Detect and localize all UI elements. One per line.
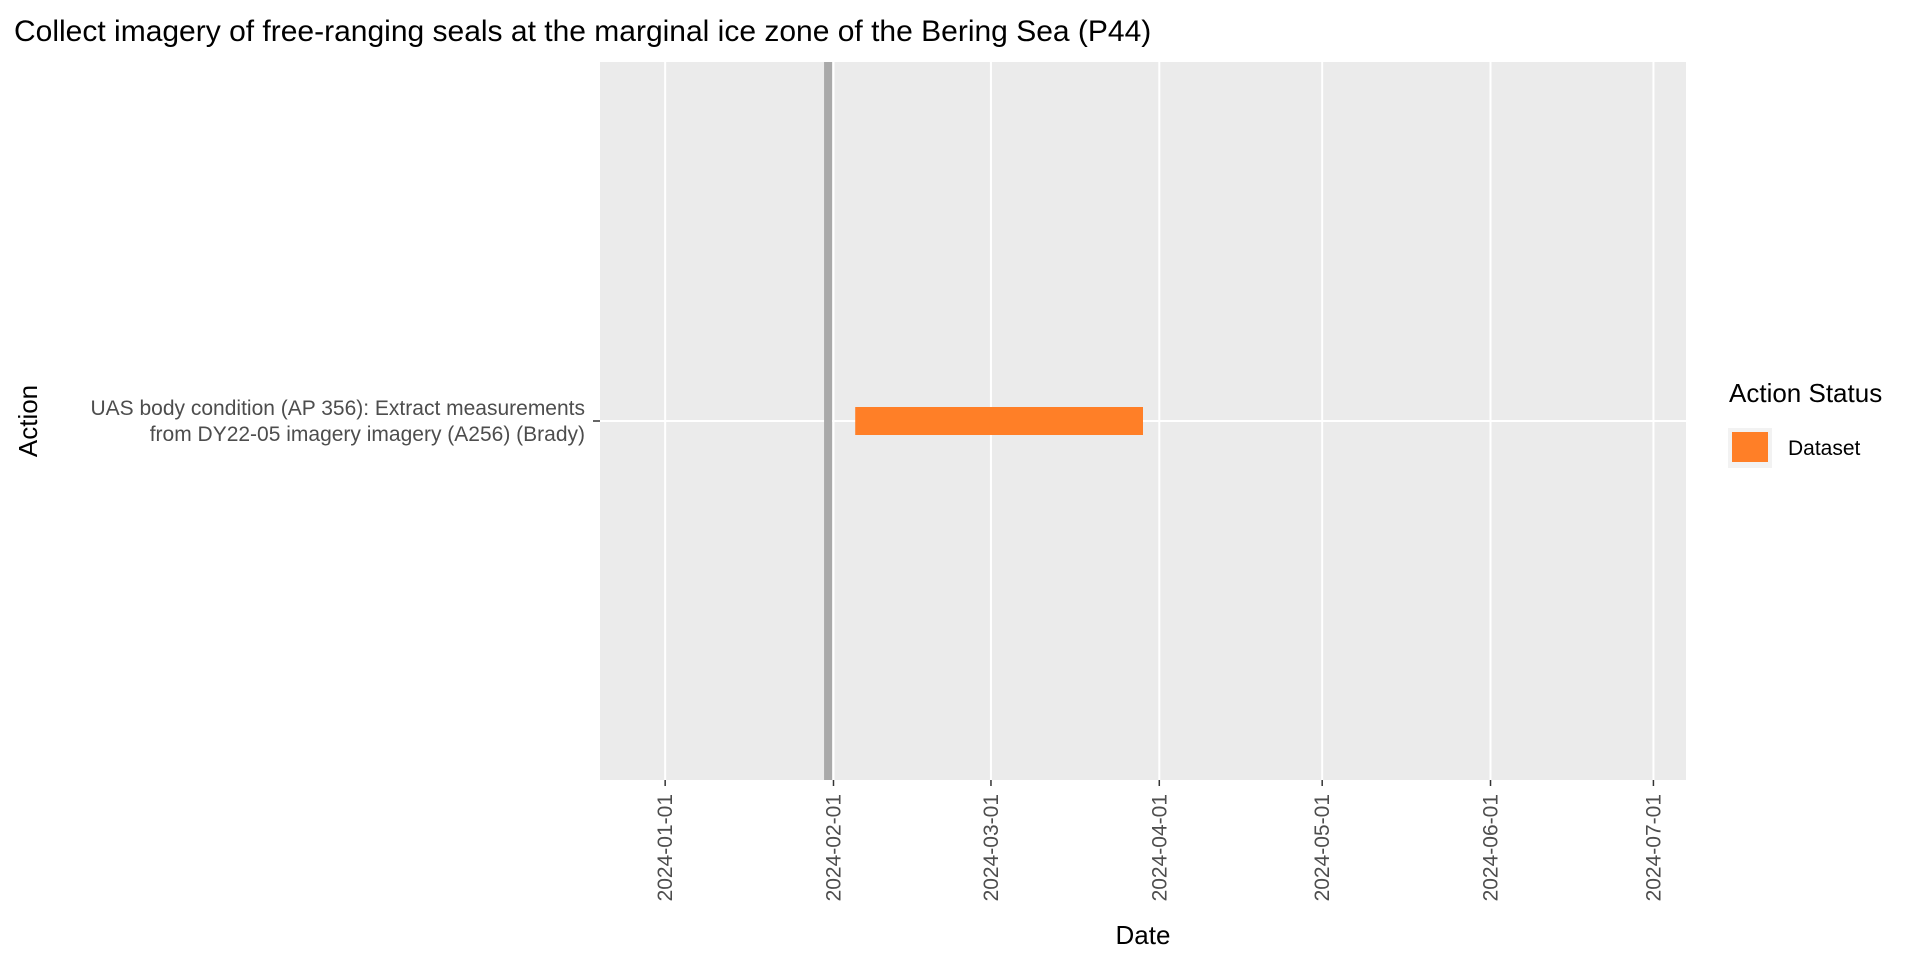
x-axis-title: Date bbox=[1116, 920, 1171, 950]
y-axis: UAS body condition (AP 356): Extract mea… bbox=[90, 397, 600, 446]
legend-title: Action Status bbox=[1729, 378, 1882, 408]
y-tick-label: UAS body condition (AP 356): Extract mea… bbox=[90, 397, 585, 420]
legend-swatch bbox=[1732, 432, 1768, 462]
x-tick-label: 2024-02-01 bbox=[822, 794, 845, 901]
legend: Action Status Dataset bbox=[1728, 378, 1882, 468]
legend-label: Dataset bbox=[1788, 437, 1861, 460]
x-tick-label: 2024-06-01 bbox=[1480, 794, 1503, 901]
x-tick-label: 2024-03-01 bbox=[980, 794, 1003, 901]
x-tick-label: 2024-01-01 bbox=[654, 794, 677, 901]
x-tick-label: 2024-05-01 bbox=[1311, 794, 1334, 901]
bars bbox=[855, 407, 1143, 435]
y-tick-label: from DY22-05 imagery imagery (A256) (Bra… bbox=[150, 423, 585, 446]
action-bar bbox=[855, 407, 1143, 435]
x-tick-label: 2024-07-01 bbox=[1642, 794, 1665, 901]
legend-entries: Dataset bbox=[1728, 428, 1861, 468]
x-tick-label: 2024-04-01 bbox=[1148, 794, 1171, 901]
chart-title: Collect imagery of free-ranging seals at… bbox=[14, 15, 1151, 48]
y-axis-title: Action bbox=[13, 385, 43, 457]
x-axis: 2024-01-01 2024-02-01 2024-03-01 2024-04-01… bbox=[654, 780, 1665, 901]
